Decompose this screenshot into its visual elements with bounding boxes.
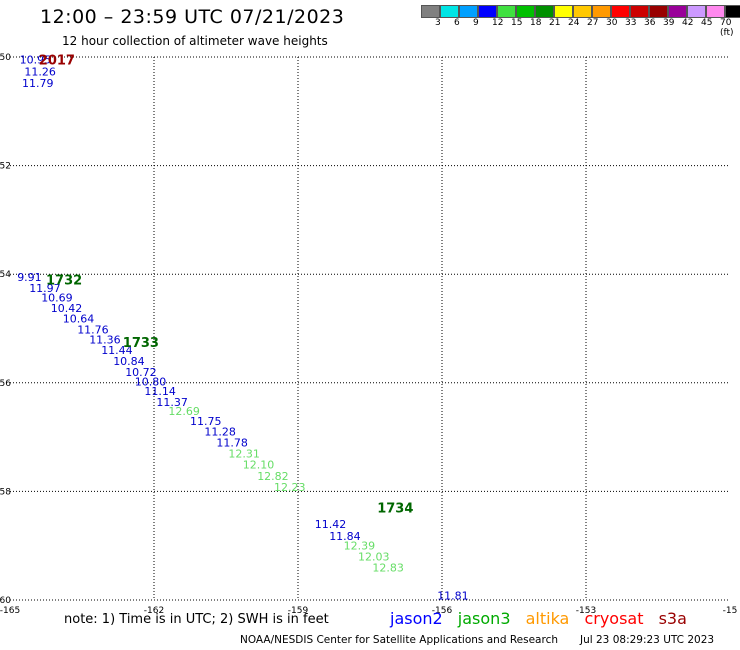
colorbar-swatch: [649, 5, 668, 18]
jason3-point-label: 12.69: [168, 405, 200, 418]
jason2-point-label: 11.78: [216, 437, 248, 450]
x-tick-label: -165: [0, 606, 20, 616]
credit-timestamp: Jul 23 08:29:23 UTC 2023: [580, 634, 715, 646]
y-tick-label: -60: [0, 596, 11, 606]
y-tick-label: -52: [0, 162, 11, 172]
colorbar-label: 39: [663, 18, 675, 28]
legend-s3a: s3a: [658, 609, 687, 628]
colorbar-swatch: [497, 5, 516, 18]
colorbar-swatch: [592, 5, 611, 18]
jason3-point-label: 12.39: [344, 540, 376, 553]
jason2-point-label: 10.95: [20, 54, 51, 67]
jason2-point-label: 10.64: [63, 313, 95, 326]
colorbar-label: 24: [568, 18, 580, 28]
colorbar-label: 6: [454, 18, 460, 28]
colorbar-legend: 3 6 9 12 15 18 21 24 27 30 33 36 39 42 45 70 (ft): [421, 5, 740, 38]
satellite-legend: jason2 jason3 altika cryosat s3a: [390, 609, 697, 628]
jason2-point-label: 10.72: [125, 366, 157, 379]
note-text: note: 1) Time is in UTC; 2) SWH is in fe…: [64, 612, 329, 627]
colorbar-label: 18: [530, 18, 542, 28]
legend-cryosat: cryosat: [584, 609, 644, 628]
x-tick-label: -15: [723, 606, 738, 616]
colorbar-label: 12: [492, 18, 504, 28]
jason2-point-label: 11.76: [77, 324, 109, 337]
jason2-point-label: 10.42: [51, 302, 83, 315]
colorbar-swatch: [611, 5, 630, 18]
y-tick-label: -54: [0, 270, 11, 280]
colorbar-swatch: [554, 5, 573, 18]
x-tick-label: -156: [432, 606, 453, 616]
jason3-point-label: 12.10: [243, 458, 274, 471]
colorbar-label: 45: [701, 18, 713, 28]
jason2-point-label: 11.26: [24, 66, 56, 79]
colorbar-label: 42: [682, 18, 694, 28]
page-title: 12:00 – 23:59 UTC 07/21/2023: [40, 6, 345, 28]
jason3-point-label: 12.03: [358, 551, 390, 564]
legend-jason3: jason3: [457, 609, 511, 628]
jason2-point-label: 11.81: [437, 590, 469, 603]
colorbar-swatch: [573, 5, 592, 18]
jason2-point-label: 11.36: [89, 333, 121, 346]
colorbar-label: 33: [625, 18, 637, 28]
colorbar-swatch: [687, 5, 706, 18]
y-tick-label: -50: [0, 53, 11, 63]
colorbar-swatch: [516, 5, 535, 18]
colorbar-swatch: [478, 5, 497, 18]
jason2-point-label: 11.75: [190, 415, 222, 428]
colorbar-swatch: [440, 5, 459, 18]
colorbar-swatch: [459, 5, 478, 18]
colorbar-swatch: [421, 5, 440, 18]
colorbar-cells: [421, 5, 740, 18]
jason2-point-label: 9.91: [17, 271, 42, 284]
colorbar-label: 30: [606, 18, 618, 28]
colorbar-swatch: [706, 5, 725, 18]
colorbar-label: 21: [549, 18, 561, 28]
colorbar-label: 27: [587, 18, 599, 28]
x-tick-label: -153: [576, 606, 596, 616]
y-tick-label: -56: [0, 379, 11, 389]
colorbar-label: 15: [511, 18, 523, 28]
x-tick-label: -162: [144, 606, 164, 616]
jason2-point-label: 10.84: [113, 355, 145, 368]
jason2-point-label: 10.80: [135, 376, 167, 389]
colorbar-swatch: [725, 5, 740, 18]
jason3-point-label: 12.31: [228, 447, 260, 460]
pass-time-label: 2017: [39, 54, 75, 69]
jason2-point-label: 11.37: [156, 396, 188, 409]
colorbar-labels: 3 6 9 12 15 18 21 24 27 30 33 36 39 42 45 70 (ft): [421, 18, 740, 38]
jason2-point-label: 11.14: [144, 385, 176, 398]
jason2-point-label: 11.28: [204, 426, 236, 439]
pass-time-label: 1732: [46, 274, 82, 289]
y-tick-label: -58: [0, 487, 11, 497]
jason2-point-label: 11.97: [29, 282, 61, 295]
jason3-point-label: 12.82: [257, 470, 289, 483]
legend-altika: altika: [525, 609, 570, 628]
colorbar-label: 36: [644, 18, 656, 28]
legend-jason2: jason2: [390, 609, 443, 628]
colorbar-label: 70 (ft): [720, 18, 734, 38]
colorbar-swatch: [535, 5, 554, 18]
colorbar-swatch: [668, 5, 687, 18]
jason2-point-label: 10.69: [41, 292, 72, 305]
jason3-point-label: 12.23: [274, 481, 306, 494]
subtitle: 12 hour collection of altimeter wave hei…: [62, 34, 328, 48]
credit-organization: NOAA/NESDIS Center for Satellite Applica…: [240, 634, 558, 646]
x-tick-label: -159: [288, 606, 309, 616]
jason2-point-label: 11.84: [329, 530, 361, 543]
jason2-point-label: 11.44: [101, 344, 133, 357]
jason3-point-label: 12.83: [372, 561, 404, 574]
colorbar-swatch: [630, 5, 649, 18]
colorbar-label: 3: [435, 18, 441, 28]
pass-time-label: 1733: [123, 336, 159, 351]
pass-time-label: 1734: [377, 502, 413, 517]
jason2-point-label: 11.42: [315, 518, 347, 531]
colorbar-label: 9: [473, 18, 479, 28]
jason2-point-label: 11.79: [22, 77, 54, 90]
